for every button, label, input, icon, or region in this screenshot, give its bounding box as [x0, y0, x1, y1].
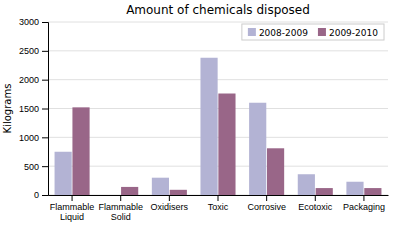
x-tick-label-line: Toxic — [208, 202, 229, 212]
bar — [170, 190, 187, 195]
grid-line — [48, 166, 388, 167]
x-axis: FlammableLiquidFlammableSolidOxidisersTo… — [49, 195, 389, 222]
x-tick-mark — [120, 195, 121, 201]
x-tick-label-line: Oxidisers — [151, 202, 189, 212]
x-tick: Ecotoxic — [298, 195, 333, 212]
y-axis-title: Kilograms — [2, 84, 13, 134]
x-tick-label-line: Ecotoxic — [298, 202, 333, 212]
x-tick: FlammableSolid — [98, 195, 143, 222]
x-tick: Oxidisers — [151, 195, 189, 212]
y-tick-label: 500 — [24, 162, 39, 172]
bar — [218, 94, 235, 195]
y-tick: 0 — [34, 190, 48, 200]
y-tick: 1500 — [19, 104, 48, 114]
x-tick-mark — [315, 195, 316, 201]
y-tick: 3000 — [19, 17, 48, 27]
bar — [200, 58, 217, 195]
bar — [316, 188, 333, 195]
legend-swatch — [248, 28, 256, 36]
legend-swatch — [318, 28, 326, 36]
x-tick-label: Ecotoxic — [298, 202, 333, 212]
x-tick-label-line: Packaging — [343, 202, 385, 212]
x-tick-mark — [266, 195, 267, 201]
x-tick: Toxic — [208, 195, 229, 212]
x-tick-label: Packaging — [343, 202, 385, 212]
grid — [48, 22, 388, 195]
bar — [249, 103, 266, 195]
y-tick-label: 3000 — [19, 17, 39, 27]
y-tick-mark — [42, 51, 48, 52]
bar — [346, 182, 363, 195]
bars — [55, 58, 382, 195]
y-axis: 0 500 1000 1500 2000 2500 3000 — [19, 17, 49, 200]
bar — [121, 187, 138, 195]
title: Amount of chemicals disposed — [126, 3, 310, 17]
legend-label: 2008-2009 — [259, 28, 308, 38]
x-tick-label-line: Liquid — [60, 212, 84, 222]
x-tick-label-line: Corrosive — [247, 202, 286, 212]
legend-item: 2009-2010 — [318, 28, 378, 38]
grid-line — [48, 79, 388, 80]
grid-line — [48, 108, 388, 109]
y-tick-mark — [42, 109, 48, 110]
y-tick-mark — [42, 195, 48, 196]
x-tick: Packaging — [343, 195, 385, 212]
x-tick: Corrosive — [247, 195, 286, 212]
x-tick-label: FlammableSolid — [98, 202, 143, 222]
y-tick-mark — [42, 22, 48, 23]
bar — [267, 148, 284, 195]
legend-item: 2008-2009 — [248, 28, 308, 38]
x-tick-label-line: Flammable — [98, 202, 143, 212]
x-tick-mark — [218, 195, 219, 201]
x-tick-label-line: Flammable — [50, 202, 95, 212]
y-tick-label: 2500 — [19, 46, 39, 56]
x-tick-label: FlammableLiquid — [50, 202, 95, 222]
y-tick-label: 2000 — [19, 75, 39, 85]
x-tick: FlammableLiquid — [50, 195, 95, 222]
y-tick: 500 — [24, 162, 48, 172]
y-tick: 2500 — [19, 46, 48, 56]
x-tick-mark — [363, 195, 364, 201]
x-tick-label-line: Solid — [111, 212, 131, 222]
plot-area: 050010001500200025003000FlammableLiquidF… — [19, 17, 389, 222]
bar — [72, 107, 89, 195]
bar — [103, 195, 120, 196]
grid-line — [48, 137, 388, 138]
x-tick-mark — [169, 195, 170, 201]
y-tick: 1000 — [19, 133, 48, 143]
legend: 2008-2009 2009-2010 — [242, 24, 384, 40]
y-tick-mark — [42, 166, 48, 167]
bar — [55, 152, 72, 195]
y-tick-mark — [42, 137, 48, 138]
legend-frame — [242, 24, 384, 40]
y-tick-label: 1500 — [19, 104, 39, 114]
y-tick-label: 1000 — [19, 133, 39, 143]
x-tick-label: Oxidisers — [151, 202, 189, 212]
x-tick-label: Corrosive — [247, 202, 286, 212]
y-tick: 2000 — [19, 75, 48, 85]
chart: 050010001500200025003000FlammableLiquidF… — [0, 0, 398, 225]
y-tick-label: 0 — [34, 190, 39, 200]
x-tick-mark — [72, 195, 73, 201]
grid-line — [48, 22, 388, 23]
y-axis-line — [42, 23, 49, 196]
bar — [152, 178, 169, 195]
grid-line — [48, 50, 388, 51]
bar — [364, 188, 381, 195]
y-tick-mark — [42, 80, 48, 81]
x-tick-label: Toxic — [208, 202, 229, 212]
bar — [298, 174, 315, 195]
legend-label: 2009-2010 — [329, 28, 378, 38]
